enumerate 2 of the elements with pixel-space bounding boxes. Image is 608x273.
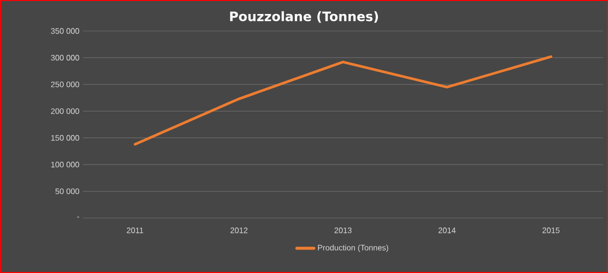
chart-title: Pouzzolane (Tonnes) (230, 11, 378, 23)
line-series (134, 55, 552, 146)
